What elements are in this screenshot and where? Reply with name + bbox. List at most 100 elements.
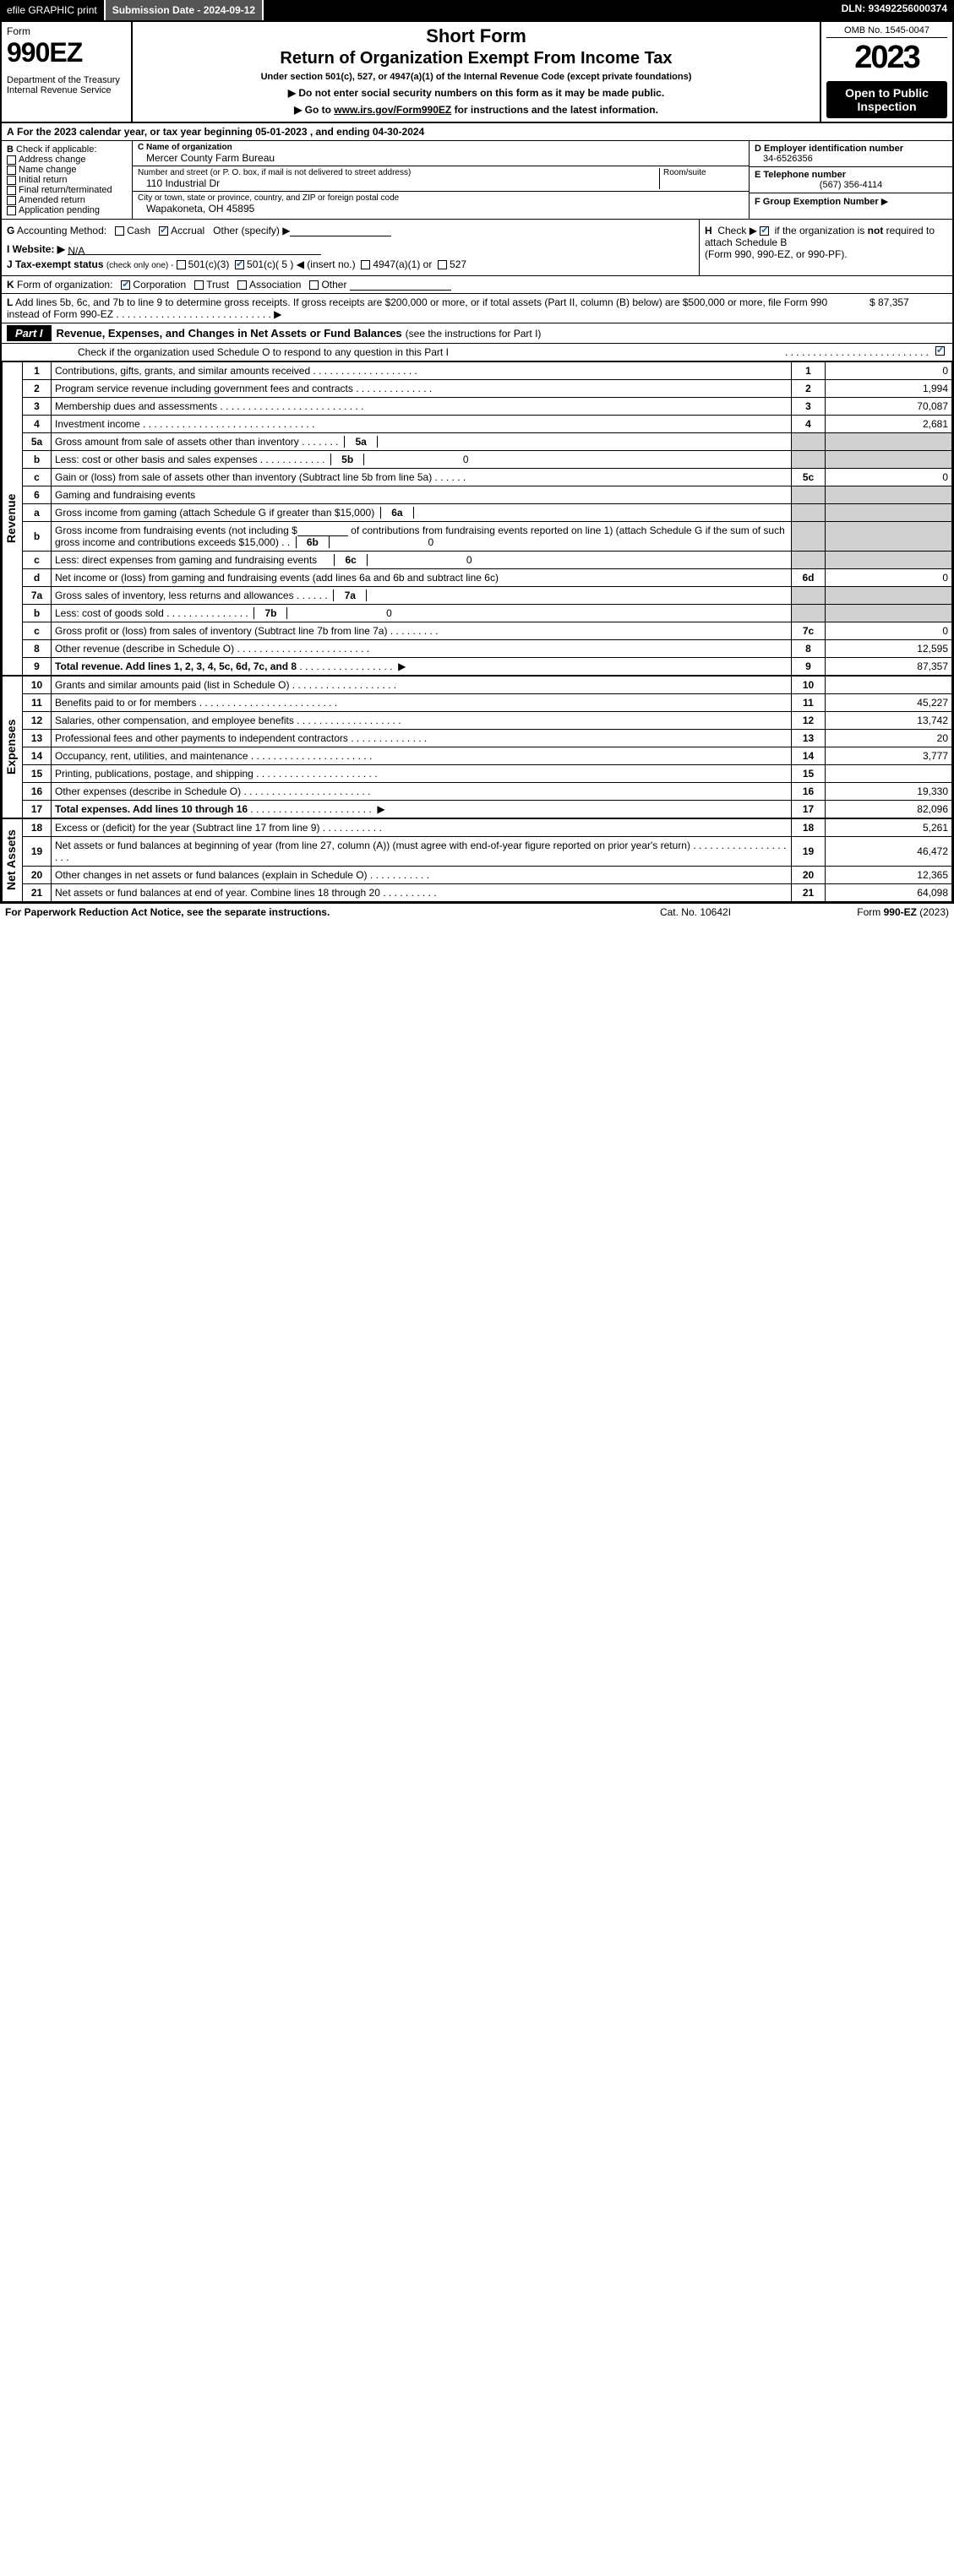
form-container: Form 990EZ Department of the Treasury In… — [0, 20, 954, 904]
l17-dots: . . . . . . . . . . . . . . . . . . . . … — [248, 803, 372, 815]
l21-n: 21 — [23, 884, 52, 902]
l5b-iv: 0 — [368, 454, 469, 465]
footer-mid: Cat. No. 10642I — [611, 906, 780, 918]
row-a: A For the 2023 calendar year, or tax yea… — [2, 123, 952, 141]
l18-n: 18 — [23, 819, 52, 837]
chk-pending[interactable] — [7, 206, 16, 215]
l1-n: 1 — [23, 362, 52, 380]
l3-d: Membership dues and assessments — [55, 400, 217, 412]
l6-rn-shade — [792, 486, 826, 504]
b-label: B — [7, 144, 14, 155]
chk-final[interactable] — [7, 186, 16, 195]
l7a-n: 7a — [23, 587, 52, 605]
row-k: K Form of organization: Corporation Trus… — [2, 276, 952, 294]
page-footer: For Paperwork Reduction Act Notice, see … — [0, 904, 954, 921]
chk-527[interactable] — [438, 260, 447, 269]
l8-n: 8 — [23, 640, 52, 658]
l19-d: Net assets or fund balances at beginning… — [55, 840, 690, 851]
chk-h[interactable] — [760, 226, 769, 236]
l5a-n: 5a — [23, 433, 52, 451]
l14-rn: 14 — [792, 747, 826, 765]
l5a-dots: . . . . . . . — [299, 436, 339, 448]
l2-amt: 1,994 — [826, 380, 952, 398]
c-name-val: Mercer County Farm Bureau — [138, 152, 744, 164]
l6a-in: 6a — [380, 507, 414, 519]
line-6d: dNet income or (loss) from gaming and fu… — [23, 569, 952, 587]
chk-initial[interactable] — [7, 176, 16, 185]
l-dots: . . . . . . . . . . . . . . . . . . . . … — [116, 308, 281, 320]
chk-4947[interactable] — [361, 260, 370, 269]
part1-note: (see the instructions for Part I) — [406, 328, 542, 340]
l7a-d: Gross sales of inventory, less returns a… — [55, 590, 294, 601]
efile-label[interactable]: efile GRAPHIC print — [0, 0, 106, 20]
chk-501c3[interactable] — [177, 260, 186, 269]
f-cell: F Group Exemption Number ▶ — [750, 193, 952, 209]
g-text: Accounting Method: — [17, 225, 106, 236]
l7c-n: c — [23, 622, 52, 640]
line-14: 14Occupancy, rent, utilities, and mainte… — [23, 747, 952, 765]
l6d-rn: 6d — [792, 569, 826, 587]
netassets-section: Net Assets 18Excess or (deficit) for the… — [2, 818, 952, 902]
c-city-lbl: City or town, state or province, country… — [138, 193, 744, 203]
k-other-line — [350, 280, 451, 291]
l17-amt: 82,096 — [826, 801, 952, 818]
l6b-dots: . . — [279, 536, 290, 548]
l6b-iv: 0 — [332, 536, 433, 548]
j-label: J Tax-exempt status — [7, 258, 104, 270]
l16-n: 16 — [23, 783, 52, 801]
line-19: 19Net assets or fund balances at beginni… — [23, 837, 952, 867]
line-20: 20Other changes in net assets or fund ba… — [23, 867, 952, 884]
chk-address[interactable] — [7, 155, 16, 165]
topbar-spacer — [264, 0, 834, 20]
l6-d: Gaming and fundraising events — [52, 486, 792, 504]
instr-1: ▶ Do not enter social security numbers o… — [138, 87, 815, 99]
e-val: (567) 356-4114 — [755, 180, 947, 190]
c-room-lbl: Room/suite — [663, 168, 744, 177]
part1-check-row: Check if the organization used Schedule … — [2, 344, 952, 361]
chk-name[interactable] — [7, 166, 16, 175]
g-other: Other (specify) ▶ — [213, 225, 290, 236]
chk-trust[interactable] — [194, 280, 204, 290]
line-21: 21Net assets or fund balances at end of … — [23, 884, 952, 902]
opt-initial: Initial return — [19, 175, 67, 185]
l11-n: 11 — [23, 694, 52, 712]
line-1: 1Contributions, gifts, grants, and simil… — [23, 362, 952, 380]
line-10: 10Grants and similar amounts paid (list … — [23, 677, 952, 694]
l12-rn: 12 — [792, 712, 826, 730]
l21-dots: . . . . . . . . . . — [380, 887, 437, 899]
g-other-line — [290, 226, 391, 236]
line-7a: 7aGross sales of inventory, less returns… — [23, 587, 952, 605]
chk-501c[interactable] — [235, 260, 244, 269]
chk-assoc[interactable] — [237, 280, 247, 290]
irs-link[interactable]: www.irs.gov/Form990EZ — [334, 104, 451, 116]
l6b-rn-shade — [792, 522, 826, 552]
chk-other[interactable] — [309, 280, 319, 290]
chk-cash[interactable] — [115, 226, 124, 236]
l2-n: 2 — [23, 380, 52, 398]
l-amt: $ 87,357 — [863, 296, 947, 320]
l1-rn: 1 — [792, 362, 826, 380]
form-title-2: Return of Organization Exempt From Incom… — [138, 49, 815, 68]
line-16: 16Other expenses (describe in Schedule O… — [23, 783, 952, 801]
l7a-in: 7a — [333, 590, 367, 601]
chk-corp[interactable] — [121, 280, 130, 290]
l20-n: 20 — [23, 867, 52, 884]
l5c-n: c — [23, 469, 52, 486]
l3-n: 3 — [23, 398, 52, 416]
chk-part1[interactable] — [935, 346, 945, 356]
l6c-amt-shade — [826, 552, 952, 569]
h-not: not — [868, 225, 884, 236]
l15-amt — [826, 765, 952, 783]
chk-accrual[interactable] — [159, 226, 168, 236]
omb-number: OMB No. 1545-0047 — [826, 25, 947, 38]
l7b-rn-shade — [792, 605, 826, 622]
netassets-label: Net Assets — [3, 819, 19, 901]
l5c-d: Gain or (loss) from sale of assets other… — [55, 471, 432, 483]
chk-amended[interactable] — [7, 196, 16, 205]
line-13: 13Professional fees and other payments t… — [23, 730, 952, 747]
l5a-in: 5a — [344, 436, 378, 448]
c-street-lbl: Number and street (or P. O. box, if mail… — [138, 168, 659, 177]
l12-amt: 13,742 — [826, 712, 952, 730]
part1-dots: . . . . . . . . . . . . . . . . . . . . … — [785, 346, 929, 358]
l21-d: Net assets or fund balances at end of ye… — [55, 887, 380, 899]
